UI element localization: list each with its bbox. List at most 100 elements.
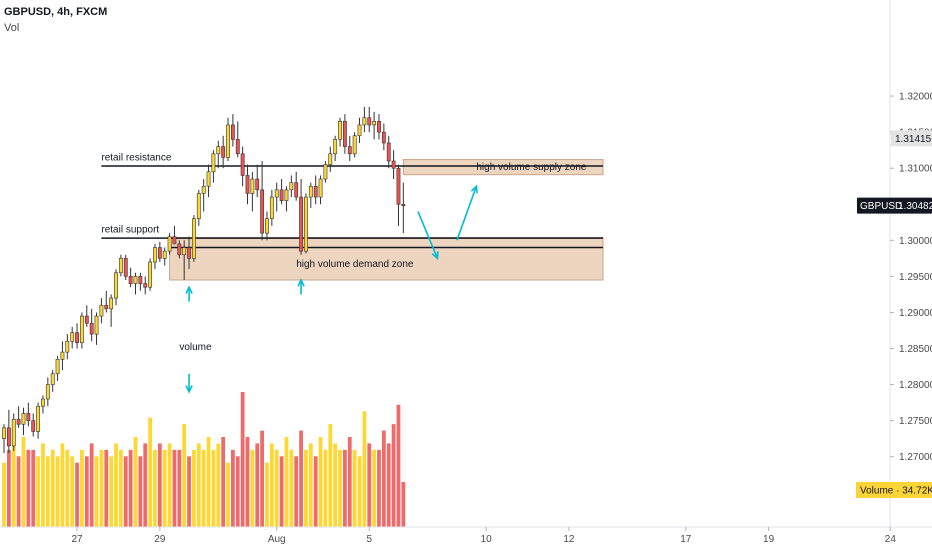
zone-0[interactable] bbox=[402, 159, 604, 176]
candle[interactable] bbox=[138, 272, 143, 291]
candle[interactable] bbox=[391, 150, 396, 180]
candle[interactable] bbox=[41, 395, 45, 414]
candle[interactable] bbox=[294, 171, 299, 201]
candle[interactable] bbox=[94, 312, 99, 345]
candle[interactable] bbox=[148, 258, 153, 291]
candle[interactable] bbox=[235, 121, 240, 158]
candle[interactable] bbox=[118, 254, 123, 277]
candle[interactable] bbox=[377, 114, 381, 140]
candle[interactable] bbox=[182, 240, 187, 280]
candle[interactable] bbox=[323, 161, 328, 183]
candle[interactable] bbox=[84, 305, 89, 327]
candle[interactable] bbox=[114, 269, 118, 306]
candle[interactable] bbox=[31, 413, 36, 437]
candle[interactable] bbox=[338, 117, 342, 147]
candle[interactable] bbox=[153, 243, 157, 270]
candle[interactable] bbox=[308, 182, 313, 208]
candle[interactable] bbox=[333, 135, 338, 161]
candle[interactable] bbox=[304, 193, 308, 254]
down-arrow-volume[interactable] bbox=[185, 373, 193, 394]
candle[interactable] bbox=[89, 308, 94, 342]
candle[interactable] bbox=[245, 164, 250, 205]
projection-down[interactable] bbox=[417, 211, 439, 261]
candle[interactable] bbox=[143, 276, 148, 295]
candle[interactable] bbox=[279, 179, 284, 205]
candle-body bbox=[391, 160, 396, 169]
candle[interactable] bbox=[2, 424, 6, 454]
volume-indicator-label[interactable]: Vol bbox=[4, 22, 20, 34]
candle[interactable] bbox=[187, 236, 191, 270]
candle[interactable] bbox=[386, 135, 391, 169]
candle[interactable] bbox=[6, 409, 11, 454]
candle[interactable] bbox=[196, 189, 201, 226]
candle[interactable] bbox=[16, 406, 21, 428]
candle[interactable] bbox=[318, 175, 323, 205]
candle[interactable] bbox=[201, 179, 206, 212]
candle[interactable] bbox=[99, 298, 104, 324]
candle[interactable] bbox=[157, 241, 162, 262]
candle[interactable] bbox=[221, 135, 226, 169]
projection-up[interactable] bbox=[456, 184, 478, 241]
candle[interactable] bbox=[177, 240, 182, 259]
candle[interactable] bbox=[401, 182, 406, 234]
candle[interactable] bbox=[36, 402, 40, 439]
up-arrow-1[interactable] bbox=[185, 285, 193, 302]
candle[interactable] bbox=[230, 114, 235, 147]
candle[interactable] bbox=[172, 225, 177, 245]
candle[interactable] bbox=[240, 146, 245, 187]
candle[interactable] bbox=[50, 370, 55, 392]
candle[interactable] bbox=[60, 341, 65, 371]
candle[interactable] bbox=[21, 407, 26, 436]
candle[interactable] bbox=[255, 164, 260, 198]
candle[interactable] bbox=[284, 186, 289, 212]
candle[interactable] bbox=[269, 189, 274, 226]
candle[interactable] bbox=[206, 164, 211, 198]
candle[interactable] bbox=[372, 111, 377, 140]
candle[interactable] bbox=[192, 215, 196, 262]
candle[interactable] bbox=[265, 211, 269, 241]
candle[interactable] bbox=[313, 175, 318, 205]
candle[interactable] bbox=[75, 323, 79, 349]
candle[interactable] bbox=[109, 294, 114, 327]
candle[interactable] bbox=[133, 272, 138, 295]
candle-body bbox=[182, 247, 187, 256]
candle[interactable] bbox=[70, 326, 75, 349]
candle[interactable] bbox=[11, 413, 16, 451]
candle[interactable] bbox=[226, 117, 230, 161]
candle[interactable] bbox=[250, 171, 255, 212]
volume-bar bbox=[2, 462, 6, 527]
time-tick-label: 29 bbox=[154, 534, 166, 545]
candle[interactable] bbox=[260, 161, 265, 241]
candle[interactable] bbox=[328, 146, 333, 172]
time-axis[interactable]: 2729Aug5101217192426 bbox=[71, 527, 932, 545]
candle[interactable] bbox=[367, 106, 372, 133]
candle[interactable] bbox=[216, 140, 221, 169]
candle[interactable] bbox=[396, 164, 401, 226]
candle[interactable] bbox=[65, 334, 70, 360]
candle[interactable] bbox=[123, 254, 128, 280]
candle[interactable] bbox=[299, 179, 303, 255]
candle[interactable] bbox=[211, 150, 216, 183]
candle[interactable] bbox=[347, 135, 352, 161]
candle[interactable] bbox=[104, 290, 109, 313]
candle[interactable] bbox=[274, 182, 279, 212]
candle[interactable] bbox=[162, 247, 167, 266]
volume-bar bbox=[381, 430, 386, 527]
candle[interactable] bbox=[80, 312, 84, 349]
candle[interactable] bbox=[381, 123, 386, 151]
candle-body bbox=[148, 261, 153, 288]
candle[interactable] bbox=[342, 114, 347, 154]
candle[interactable] bbox=[128, 267, 133, 288]
candle[interactable] bbox=[289, 175, 294, 198]
candle[interactable] bbox=[352, 132, 357, 158]
candle[interactable] bbox=[362, 106, 367, 133]
volume-bar bbox=[396, 404, 401, 527]
candle[interactable] bbox=[167, 233, 172, 255]
candle[interactable] bbox=[45, 377, 50, 407]
candle[interactable] bbox=[357, 117, 362, 143]
candle[interactable] bbox=[26, 402, 31, 427]
candle[interactable] bbox=[55, 355, 60, 381]
price-axis[interactable]: 1.320001.315001.310001.305001.300001.295… bbox=[890, 92, 932, 500]
up-arrow-2[interactable] bbox=[297, 278, 305, 295]
